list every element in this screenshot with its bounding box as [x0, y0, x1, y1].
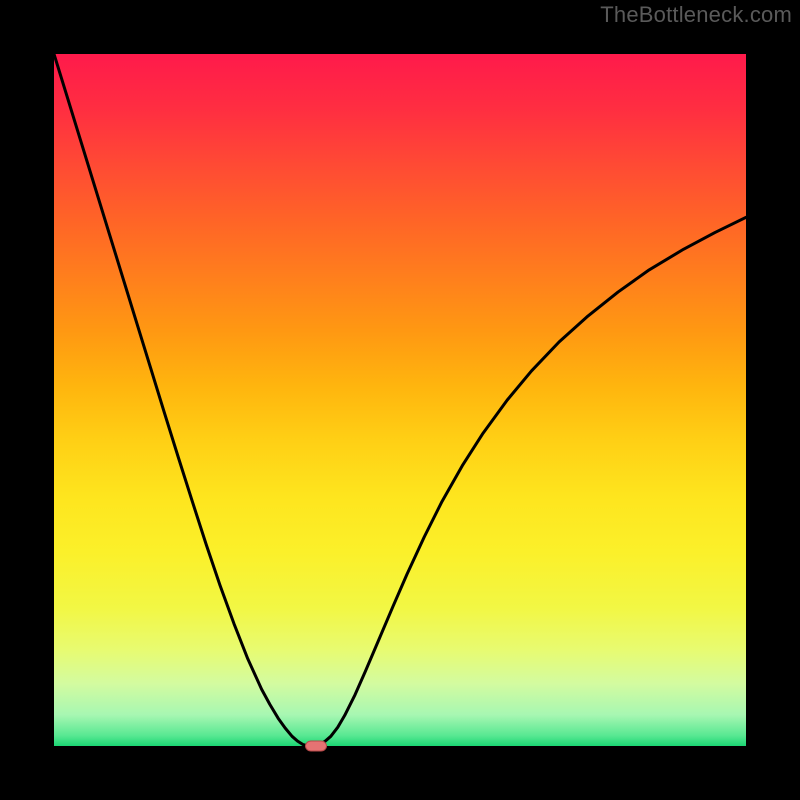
plot-area	[54, 54, 746, 746]
bottleneck-curve	[54, 54, 746, 746]
minimum-marker	[305, 741, 327, 752]
curve-svg	[54, 54, 746, 746]
plot-frame	[27, 27, 773, 773]
watermark-text: TheBottleneck.com	[600, 2, 792, 28]
